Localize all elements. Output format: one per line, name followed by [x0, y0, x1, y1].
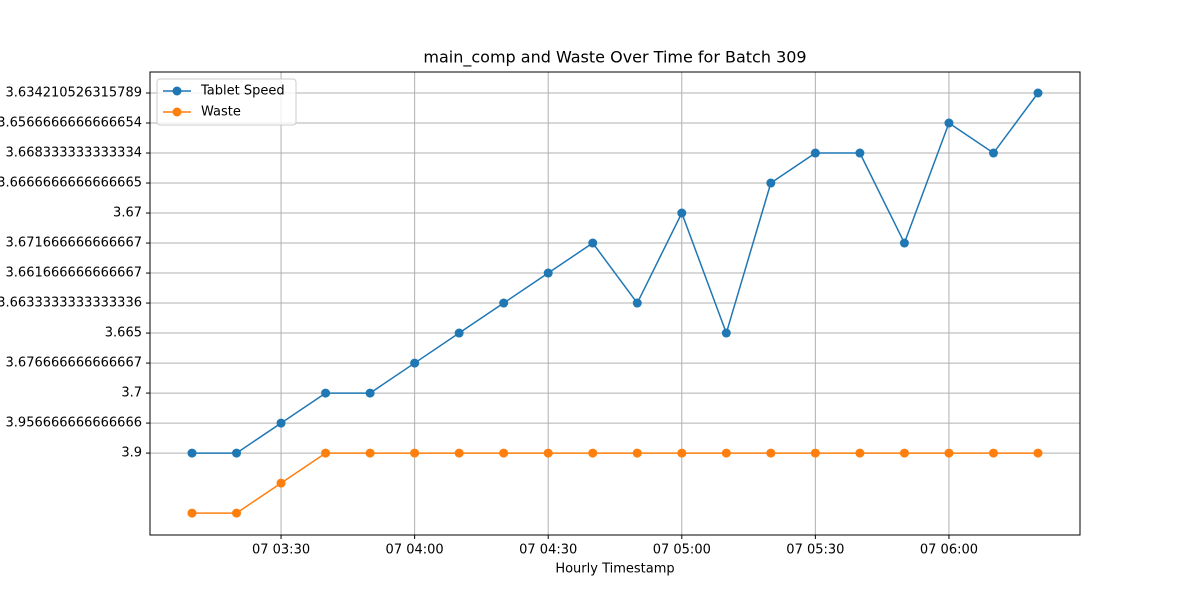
data-point	[632, 448, 642, 458]
data-point	[899, 448, 909, 458]
data-point	[187, 508, 197, 518]
data-point	[365, 388, 375, 398]
data-point	[321, 388, 331, 398]
data-point	[454, 448, 464, 458]
data-point	[543, 268, 553, 278]
series-line	[192, 452, 1038, 514]
legend-box	[156, 78, 297, 126]
data-point	[855, 148, 865, 158]
series-line	[192, 92, 1039, 454]
x-tick-label: 07 06:00	[920, 543, 978, 558]
legend-marker	[172, 107, 182, 117]
data-point	[232, 448, 242, 458]
y-tick-label: 3.634210526315789	[6, 86, 142, 101]
data-point	[855, 448, 865, 458]
x-tick-label: 07 03:30	[252, 543, 310, 558]
x-tick-label: 07 04:30	[519, 543, 577, 558]
x-tick-label: 07 05:30	[786, 543, 844, 558]
data-point	[588, 448, 598, 458]
y-tick-label: 3.956666666666666	[6, 416, 142, 431]
y-tick-label: 3.6566666666666654	[0, 116, 142, 131]
x-tick-label: 07 04:00	[386, 543, 444, 558]
data-point	[988, 148, 998, 158]
data-point	[1033, 88, 1043, 98]
data-point	[944, 448, 954, 458]
data-point	[232, 508, 242, 518]
y-tick-label: 3.671666666666667	[6, 236, 142, 251]
data-point	[454, 328, 464, 338]
y-tick-label: 3.6666666666666665	[0, 176, 142, 191]
data-point	[410, 358, 420, 368]
data-point	[721, 448, 731, 458]
data-point	[276, 418, 286, 428]
chart-title: main_comp and Waste Over Time for Batch …	[423, 48, 806, 68]
y-tick-label: 3.661666666666667	[6, 266, 142, 281]
data-point	[810, 448, 820, 458]
data-point	[365, 448, 375, 458]
data-point	[410, 448, 420, 458]
legend-label: Tablet Speed	[200, 84, 285, 99]
data-point	[899, 238, 909, 248]
data-point	[944, 118, 954, 128]
plot-frame	[149, 71, 1081, 536]
data-point	[721, 328, 731, 338]
data-point	[766, 178, 776, 188]
data-point	[988, 448, 998, 458]
data-point	[632, 298, 642, 308]
x-axis-label: Hourly Timestamp	[555, 562, 674, 577]
data-point	[677, 448, 687, 458]
y-tick-label: 3.6633333333333336	[0, 296, 142, 311]
data-point	[588, 238, 598, 248]
data-point	[499, 298, 509, 308]
data-point	[187, 448, 197, 458]
legend-label: Waste	[201, 105, 241, 120]
x-tick-label: 07 05:00	[653, 543, 711, 558]
data-point	[766, 448, 776, 458]
data-point	[499, 448, 509, 458]
data-point	[677, 208, 687, 218]
data-point	[543, 448, 553, 458]
y-tick-label: 3.9	[121, 446, 142, 461]
y-tick-label: 3.7	[121, 386, 142, 401]
data-point	[321, 448, 331, 458]
legend-marker	[172, 86, 182, 96]
y-tick-label: 3.668333333333334	[6, 146, 142, 161]
y-tick-label: 3.676666666666667	[6, 356, 142, 371]
data-point	[810, 148, 820, 158]
y-tick-label: 3.67	[113, 206, 142, 221]
data-point	[276, 478, 286, 488]
y-tick-label: 3.665	[105, 326, 142, 341]
data-point	[1033, 448, 1043, 458]
